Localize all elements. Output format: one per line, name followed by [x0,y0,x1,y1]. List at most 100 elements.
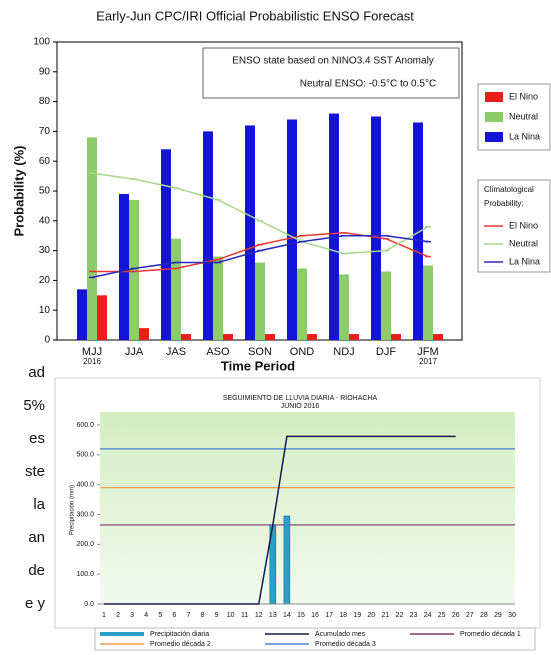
bar [203,131,213,340]
x-sublabel: 2016 [83,357,101,366]
bar [77,289,87,340]
legend-swatch [485,132,503,142]
x-tick-label: 19 [353,612,361,619]
x-tick-label: 16 [311,612,319,619]
bar [283,515,291,605]
body-text-fragment: de [28,562,45,579]
x-tick-label: 26 [452,612,460,619]
y-tick-label: 500.0 [76,452,94,459]
x-tick-label: 29 [494,612,502,619]
y-tick-label: 90 [39,66,51,77]
legend-label: Promedio década 3 [315,641,376,648]
x-tick-label: 3 [130,612,134,619]
x-tick-label: 13 [269,612,277,619]
bar [223,334,233,340]
x-tick-label: 18 [339,612,347,619]
x-tick-label: SON [248,346,272,358]
annotation: Neutral ENSO: -0.5°C to 0.5°C [300,79,436,90]
legend-label: Promedio década 1 [460,631,521,638]
bar [265,334,275,340]
y-tick-label: 200.0 [76,541,94,548]
x-tick-label: DJF [376,346,396,358]
legend-title: Climatological [484,185,534,194]
bar [171,238,181,340]
bar [181,334,191,340]
bar [381,271,391,340]
y-tick-label: 70 [39,126,51,137]
body-text-fragment: ad [28,364,45,381]
x-tick-label: JJA [125,346,144,358]
y-tick-label: 0 [44,335,50,346]
legend-label: Promedio década 2 [150,641,211,648]
x-tick-label: 27 [466,612,474,619]
bar [433,334,443,340]
x-tick-label: 12 [255,612,263,619]
x-tick-label: 11 [241,612,248,619]
x-tick-label: 2 [116,612,120,619]
y-tick-label: 20 [39,275,51,286]
y-tick-label: 40 [39,215,51,226]
x-tick-label: ASO [206,346,230,358]
x-tick-label: 6 [172,612,176,619]
annotation: ENSO state based on NINO3.4 SST Anomaly [232,56,434,67]
x-tick-label: 8 [201,612,205,619]
bar [329,113,339,341]
bar [287,119,297,340]
x-tick-label: 30 [508,612,516,619]
bar [97,295,107,340]
bar [423,265,433,340]
bar [391,334,401,340]
body-text-fragment: 5% [23,397,45,414]
x-tick-label: JFM [417,346,438,358]
x-tick-label: 15 [297,612,305,619]
bar [255,262,265,340]
legend-title: Probability: [484,199,524,208]
x-tick-label: 20 [367,612,375,619]
y-axis-label: Probability (%) [11,145,26,236]
legend-label: La Nina [509,256,540,266]
y-axis-label: Precipitación (mm) [70,485,76,535]
bar [371,116,381,340]
x-tick-label: 7 [186,612,190,619]
body-text-fragment: es [29,430,45,447]
legend-swatch [485,92,503,102]
body-text-fragment: la [33,496,45,513]
body-text-fragment: e y [25,595,46,612]
x-tick-label: 5 [158,612,162,619]
bar [349,334,359,340]
y-tick-label: 600.0 [76,422,94,429]
y-tick-label: 100 [33,37,50,48]
legend-label: Neutral [509,238,538,248]
legend-label: Acumulado mes [315,631,366,638]
y-tick-label: 100.0 [76,571,94,578]
legend-label: El Nino [509,91,538,101]
x-axis-label: Time Period [221,358,295,373]
x-tick-label: 1 [102,612,106,619]
x-tick-label: 14 [283,612,291,619]
x-tick-label: MJJ [82,346,102,358]
bar [213,256,223,340]
x-tick-label: 25 [438,612,446,619]
x-sublabel: 2017 [419,357,437,366]
bar [119,193,129,340]
legend-label: La Nina [509,131,540,141]
x-tick-label: 9 [215,612,219,619]
y-tick-label: 400.0 [76,482,94,489]
x-tick-label: 24 [424,612,432,619]
y-tick-label: 10 [39,305,51,316]
bar [87,137,97,340]
bar [245,125,255,340]
legend-label: Neutral [509,111,538,121]
bar [161,149,171,340]
body-text-fragment: an [28,529,45,546]
bar [307,334,317,340]
y-tick-label: 300.0 [76,511,94,518]
plot-background [100,412,515,604]
legend-label: Precipitación diaria [150,631,209,638]
x-tick-label: 17 [325,612,333,619]
x-tick-label: NDJ [333,346,354,358]
bar [297,268,307,340]
y-tick-label: 50 [39,186,51,197]
bar [139,328,149,340]
